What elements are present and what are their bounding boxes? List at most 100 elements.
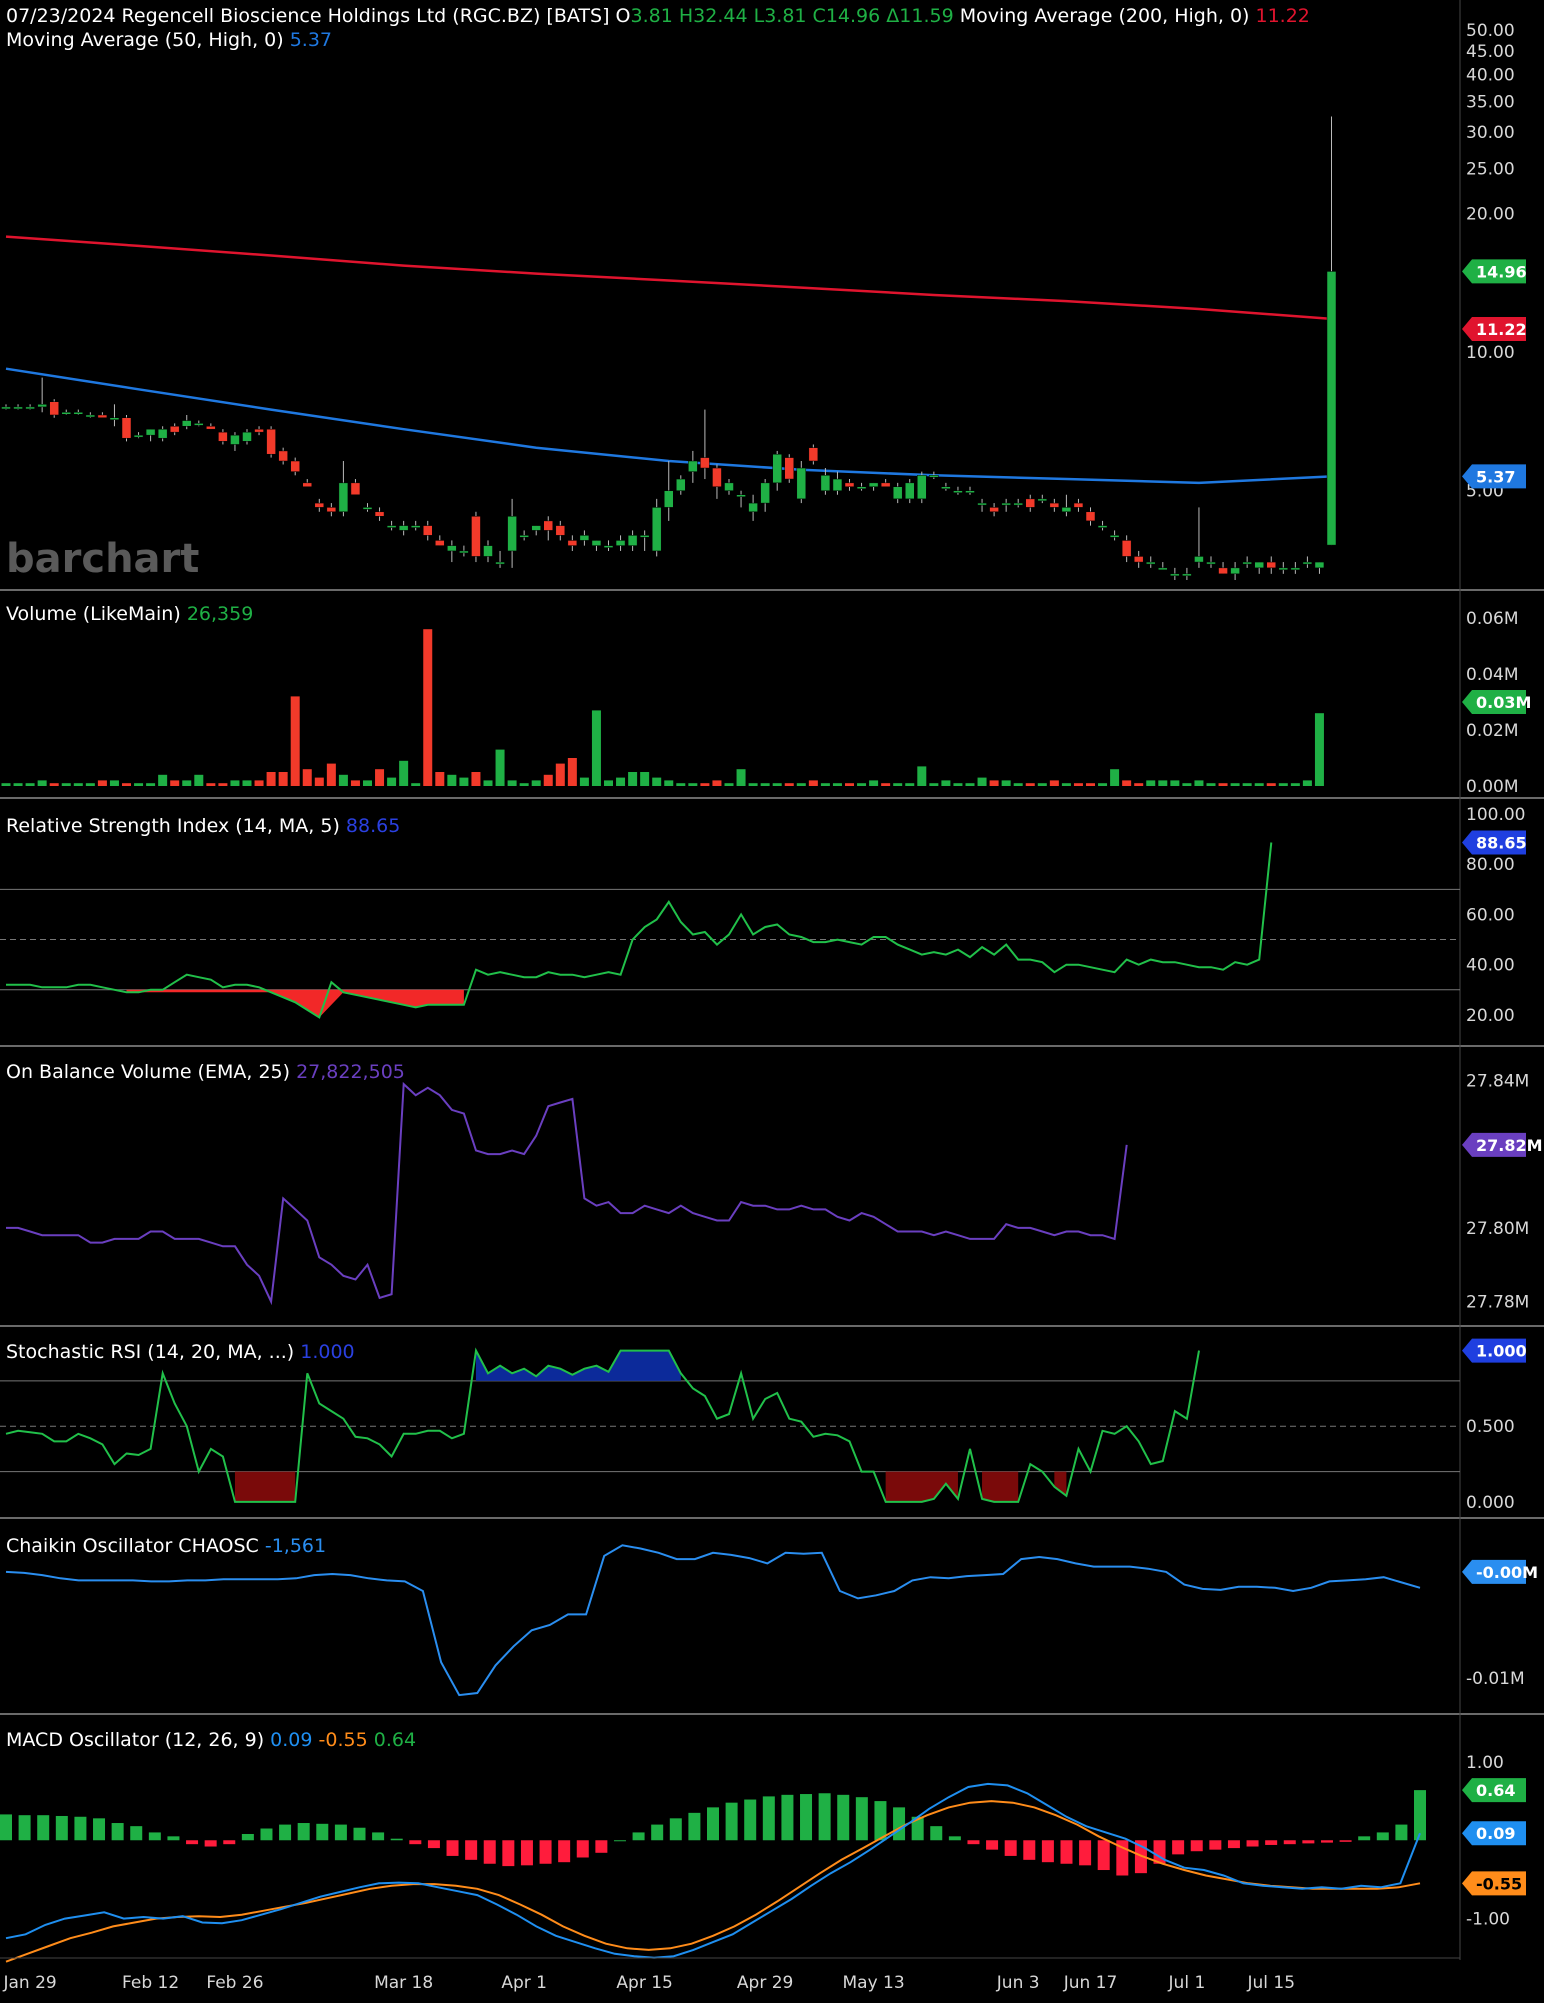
volume-bar: [1, 783, 11, 786]
x-tick-label: Mar 18: [374, 1973, 433, 1993]
volume-bar: [49, 783, 59, 786]
candle: [977, 502, 987, 506]
volume-bar: [1218, 783, 1228, 786]
candle: [1001, 502, 1011, 506]
volume-bar: [1025, 783, 1035, 786]
obv-badge: 27.82M: [1462, 1132, 1543, 1157]
candle: [856, 486, 867, 489]
candle: [567, 540, 578, 546]
volume-bar: [1290, 783, 1300, 786]
macd-histogram-bar: [651, 1824, 664, 1841]
volume-bar: [1302, 780, 1312, 786]
volume-bar: [917, 766, 927, 786]
macd-histogram-bar: [1041, 1840, 1054, 1863]
volume-bar: [350, 780, 360, 786]
volume-bar: [700, 783, 710, 786]
candle: [495, 561, 505, 565]
macd-histogram-bar: [1320, 1840, 1333, 1843]
macd-histogram-bar: [334, 1824, 347, 1841]
stoch-title-value: 1.000: [300, 1341, 354, 1363]
x-tick-label: Apr 1: [501, 1973, 547, 1993]
volume-badge: 0.03M: [1462, 690, 1531, 714]
stoch-title-label: Stochastic RSI (14, 20, MA, ...): [6, 1341, 300, 1363]
macd-signal-line: [5, 1800, 1421, 1963]
macd-histogram-bar: [1209, 1840, 1222, 1850]
volume-bar: [483, 780, 493, 786]
macd-histogram-bar: [1227, 1840, 1240, 1849]
macd-histogram-bar: [1023, 1840, 1036, 1860]
volume-bar: [1266, 783, 1276, 786]
macd-histogram-bar: [986, 1840, 999, 1850]
rsi-y-tick: 40.00: [1466, 956, 1515, 976]
candle: [615, 540, 626, 546]
volume-bar: [591, 710, 601, 786]
macd-title-macd: 0.09: [270, 1729, 318, 1751]
obv-title-value: 27,822,505: [296, 1061, 405, 1083]
macd-histogram-bar: [446, 1840, 459, 1856]
volume-bar: [1314, 713, 1324, 786]
chaikin-title-value: -1,561: [265, 1535, 326, 1557]
candle: [808, 447, 819, 462]
macd-histogram-bar: [372, 1832, 385, 1841]
macd-histogram-bar: [1358, 1836, 1371, 1841]
macd-histogram-bar: [502, 1840, 515, 1867]
candle: [832, 478, 843, 491]
candle: [1314, 561, 1325, 569]
macd-histogram-bar: [55, 1815, 68, 1841]
candle: [459, 550, 469, 554]
candle: [1, 406, 11, 410]
candle: [61, 412, 71, 415]
candle: [157, 428, 168, 439]
volume-bar: [447, 774, 457, 786]
volume-bar: [989, 780, 999, 786]
candle: [1109, 535, 1120, 538]
close-label: C: [813, 5, 826, 27]
volume-bar: [808, 780, 818, 786]
obv-badge-text: 27.82M: [1476, 1136, 1543, 1155]
candle: [1242, 561, 1252, 565]
open-label: O: [616, 5, 631, 27]
volume-bar: [326, 763, 336, 786]
candle: [543, 520, 553, 531]
volume-bar: [953, 783, 963, 786]
candle: [844, 482, 855, 487]
stoch-badge-text: 1.000: [1476, 1342, 1527, 1361]
candle: [290, 460, 300, 472]
volume-bar: [97, 780, 107, 786]
candle: [651, 507, 662, 552]
ma50-line: [5, 367, 1332, 485]
candle: [302, 482, 312, 487]
candle: [579, 535, 590, 541]
macd-histogram-bar: [1097, 1840, 1110, 1871]
volume-bar: [796, 783, 806, 786]
x-tick-label: Jul 15: [1246, 1973, 1295, 1993]
rsi-y-tick: 100.00: [1466, 805, 1525, 825]
macd-histogram-bar: [725, 1802, 738, 1841]
candle: [386, 525, 397, 528]
macd-histogram-bar: [576, 1840, 589, 1858]
ma50-header: Moving Average (50, High, 0) 5.37: [6, 29, 332, 51]
volume-bar: [905, 783, 915, 786]
macd-y-tick: 1.00: [1466, 1753, 1504, 1773]
volume-bar: [399, 760, 409, 786]
macd-histogram-bar: [837, 1794, 850, 1841]
barchart-watermark: barchart: [6, 536, 199, 582]
macd-histogram-bar: [595, 1840, 608, 1853]
rsi-line: [6, 842, 1273, 1019]
volume-bar: [13, 783, 23, 786]
macd-histogram-bar: [316, 1823, 329, 1841]
x-tick-label: Jun 3: [996, 1973, 1040, 1993]
volume-bar: [652, 777, 662, 786]
stoch-oversold-fill: [234, 1471, 296, 1502]
volume-bar: [170, 780, 180, 786]
chaikin-title-label: Chaikin Oscillator CHAOSC: [6, 1535, 265, 1557]
macd-histogram-bar: [539, 1840, 552, 1864]
volume-bar: [579, 777, 589, 786]
candle: [1025, 498, 1035, 508]
candle: [868, 482, 879, 487]
rsi-title: Relative Strength Index (14, MA, 5) 88.6…: [6, 815, 400, 837]
candle: [1302, 561, 1313, 565]
candle: [1230, 567, 1240, 575]
rsi-oversold-fill: [126, 989, 464, 1018]
